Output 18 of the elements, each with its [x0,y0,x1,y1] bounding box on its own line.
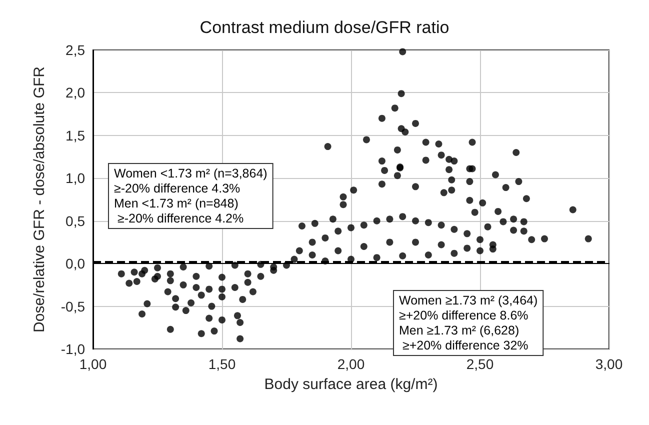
annotation: Women <1.73 m² (n=3,864) ≥-20% difference 4.3% Men <1.73 m² (n=848) ≥-20% difference 4.2% [114,166,268,226]
y-tick-label: 2,0 [66,84,86,101]
x-tick-label: 1,50 [208,356,236,372]
x-tick-label: 2,50 [466,356,494,372]
x-tick-label: 3,00 [595,356,623,372]
y-tick-label: 0,0 [66,256,86,272]
x-axis-title: Body surface area (kg/m²) [264,376,438,393]
y-tick-label: 1,5 [66,127,86,144]
y-tick-label: -0,5 [60,298,86,314]
x-tick-label: 1,00 [79,356,107,372]
x-tick-label: 2,00 [337,356,365,372]
y-tick-label: 2,5 [66,42,86,58]
annotation: Women ≥1.73 m² (3,464) ≥+20% difference 8.6% Men ≥1.73 m² (6,628) ≥+20% difference 32% [399,294,538,352]
y-tick-label: -1,0 [60,341,86,357]
y-axis-title: Dose/relative GFR - dose/absolute GFR [31,66,48,332]
chart-title: Contrast medium dose/GFR ratio [200,18,450,37]
y-tick-label: 0,5 [66,212,86,229]
y-tick-label: 1,0 [66,170,86,186]
